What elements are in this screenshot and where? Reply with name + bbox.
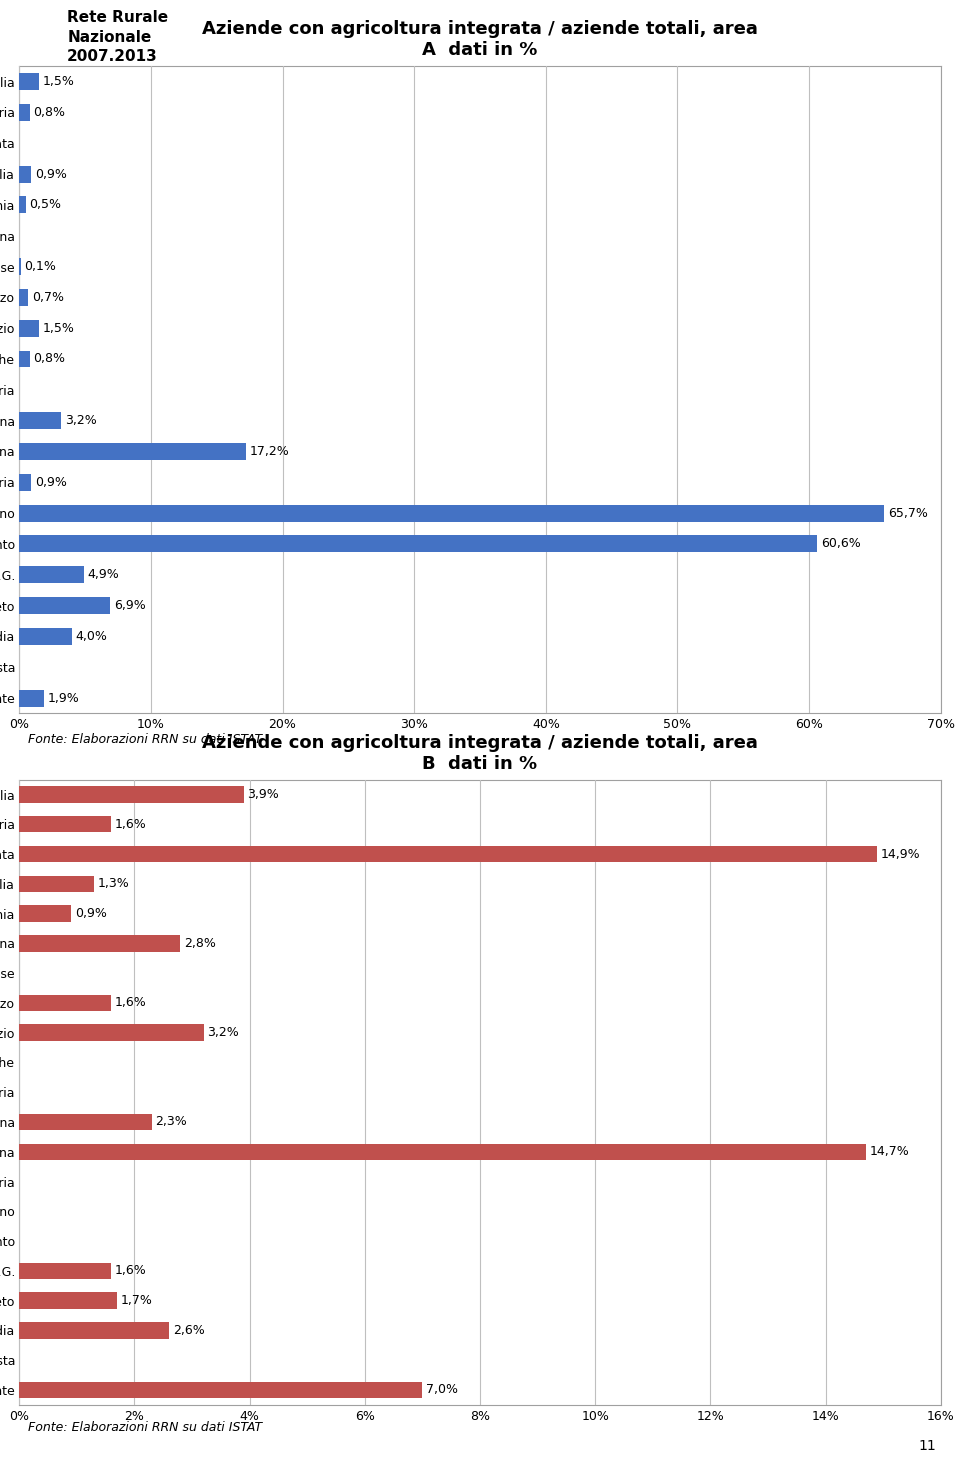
Bar xyxy=(19,1262,111,1278)
Bar xyxy=(19,104,30,121)
Text: 0,9%: 0,9% xyxy=(35,475,66,488)
Bar xyxy=(19,690,44,706)
Text: 0,9%: 0,9% xyxy=(35,168,66,181)
Bar xyxy=(19,1143,866,1161)
Bar xyxy=(19,1322,169,1339)
Bar xyxy=(19,628,72,644)
Text: 1,9%: 1,9% xyxy=(48,691,80,705)
Bar xyxy=(19,994,111,1011)
Bar xyxy=(19,787,244,803)
Text: 4,0%: 4,0% xyxy=(76,630,108,643)
Text: 0,8%: 0,8% xyxy=(34,106,65,119)
Title: Aziende con agricoltura integrata / aziende totali, area
B  dati in %: Aziende con agricoltura integrata / azie… xyxy=(202,734,758,772)
Text: 1,7%: 1,7% xyxy=(121,1294,153,1308)
Text: Fonte: Elaborazioni RRN su dati ISTAT: Fonte: Elaborazioni RRN su dati ISTAT xyxy=(29,1421,262,1434)
Text: 0,7%: 0,7% xyxy=(32,291,64,304)
Bar xyxy=(19,1381,422,1397)
Text: 0,5%: 0,5% xyxy=(30,199,61,212)
Text: 2,3%: 2,3% xyxy=(156,1115,187,1128)
Bar xyxy=(19,1024,204,1041)
Bar xyxy=(19,846,877,862)
Bar xyxy=(19,443,246,460)
Bar xyxy=(19,566,84,583)
Text: 11: 11 xyxy=(919,1439,936,1453)
Bar xyxy=(19,1293,117,1309)
Bar xyxy=(19,319,39,337)
Text: 2,8%: 2,8% xyxy=(184,937,216,950)
Text: 1,5%: 1,5% xyxy=(42,322,75,335)
Text: 1,6%: 1,6% xyxy=(115,818,147,831)
Bar xyxy=(19,350,30,368)
Text: 60,6%: 60,6% xyxy=(821,537,860,550)
Text: 7,0%: 7,0% xyxy=(426,1383,458,1396)
Bar xyxy=(19,816,111,833)
Text: 14,9%: 14,9% xyxy=(881,847,921,861)
Bar xyxy=(19,505,884,522)
Text: 0,8%: 0,8% xyxy=(34,353,65,365)
Text: 2,6%: 2,6% xyxy=(173,1324,204,1337)
Bar xyxy=(19,257,20,275)
Bar xyxy=(19,1114,152,1130)
Text: 3,2%: 3,2% xyxy=(65,415,97,427)
Bar xyxy=(19,166,31,182)
Title: Aziende con agricoltura integrata / aziende totali, area
A  dati in %: Aziende con agricoltura integrata / azie… xyxy=(202,21,758,59)
Text: Fonte: Elaborazioni RRN su dati ISTAT: Fonte: Elaborazioni RRN su dati ISTAT xyxy=(29,733,262,746)
Text: 3,9%: 3,9% xyxy=(248,788,279,802)
Text: 1,6%: 1,6% xyxy=(115,996,147,1009)
Bar xyxy=(19,288,29,306)
Text: 65,7%: 65,7% xyxy=(888,506,927,519)
Text: 6,9%: 6,9% xyxy=(113,599,146,612)
Bar xyxy=(19,474,31,491)
Text: 0,9%: 0,9% xyxy=(75,908,107,919)
Text: 1,3%: 1,3% xyxy=(98,877,130,890)
Bar xyxy=(19,875,94,891)
Text: 0,1%: 0,1% xyxy=(24,260,56,274)
Text: 1,6%: 1,6% xyxy=(115,1265,147,1277)
Bar xyxy=(19,936,180,952)
Text: Rete Rurale
Nazionale
2007.2013: Rete Rurale Nazionale 2007.2013 xyxy=(67,10,168,65)
Bar xyxy=(19,906,71,922)
Text: 1,5%: 1,5% xyxy=(42,75,75,88)
Bar xyxy=(19,74,39,90)
Bar xyxy=(19,412,61,430)
Text: 17,2%: 17,2% xyxy=(250,444,289,457)
Text: 14,7%: 14,7% xyxy=(870,1146,909,1158)
Bar xyxy=(19,197,26,213)
Text: 4,9%: 4,9% xyxy=(87,568,119,581)
Bar xyxy=(19,535,817,553)
Bar xyxy=(19,597,110,613)
Text: 3,2%: 3,2% xyxy=(207,1027,239,1039)
